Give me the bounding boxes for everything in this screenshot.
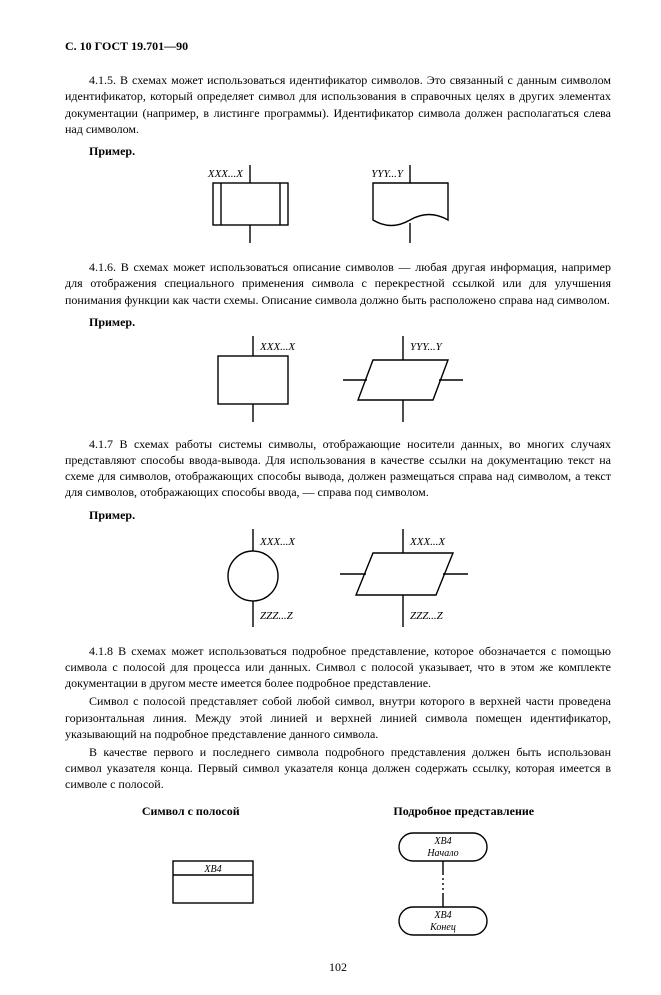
figure-416: XXX...X YYY...Y	[65, 336, 611, 422]
fig3-right-top: XXX...X	[409, 536, 446, 548]
figure-417: XXX...X ZZZ...Z XXX...X ZZZ...Z	[65, 529, 611, 629]
fig4-left-text: XB4	[203, 864, 221, 875]
col-left-label: Символ с полосой	[142, 803, 240, 819]
col-right-label: Подробное представление	[393, 803, 534, 819]
fig2-label-right: YYY...Y	[410, 341, 444, 353]
paragraph-418a: 4.1.8 В схемах может использоваться подр…	[65, 643, 611, 692]
figure-415: XXX...X YYY...Y	[65, 165, 611, 245]
fig2-label-left: XXX...X	[259, 341, 296, 353]
paragraph-416: 4.1.6. В схемах может использоваться опи…	[65, 259, 611, 308]
fig3-left-bottom: ZZZ...Z	[260, 610, 294, 622]
paragraph-418c: В качестве первого и последнего символа …	[65, 744, 611, 793]
page-number: 102	[65, 959, 611, 975]
fig4-right-bot2: Конец	[429, 922, 456, 933]
fig3-left-top: XXX...X	[259, 536, 296, 548]
example-label-1: Пример.	[65, 143, 611, 159]
paragraph-417: 4.1.7 В схемах работы системы символы, о…	[65, 436, 611, 501]
fig3-right-bottom: ZZZ...Z	[410, 610, 444, 622]
fig4-right-top1: XB4	[433, 836, 451, 847]
fig1-label-left: XXX...X	[207, 168, 244, 180]
fig4-right-top2: Начало	[426, 848, 458, 859]
fig1-label-right: YYY...Y	[371, 168, 405, 180]
example-label-3: Пример.	[65, 507, 611, 523]
paragraph-415: 4.1.5. В схемах может использоваться иде…	[65, 72, 611, 137]
fig4-right-bot1: XB4	[433, 910, 451, 921]
paragraph-418b: Символ с полосой представляет собой любо…	[65, 693, 611, 742]
page-header: С. 10 ГОСТ 19.701—90	[65, 38, 611, 54]
example-label-2: Пример.	[65, 314, 611, 330]
figure-418: XB4 XB4 Начало XB4 Конец	[65, 825, 611, 945]
